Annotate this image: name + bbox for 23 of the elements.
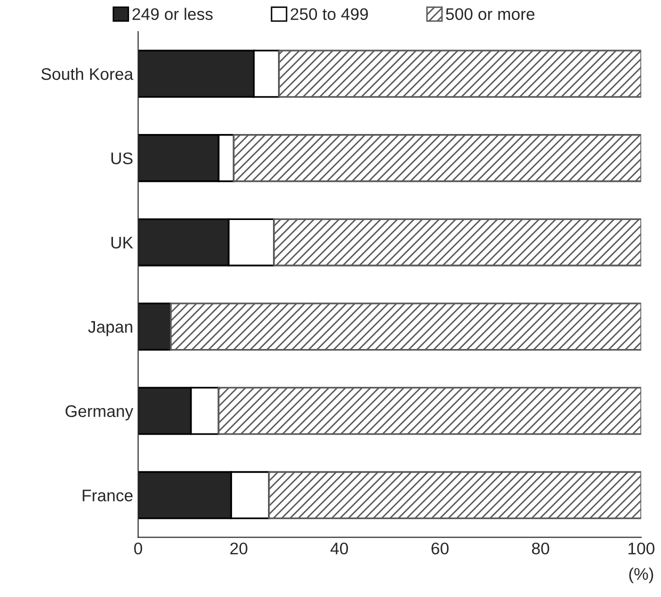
legend-label: 500 or more xyxy=(446,8,534,20)
x-tick-label: 100 xyxy=(628,542,654,554)
bar xyxy=(218,386,642,435)
legend-label: 250 to 499 xyxy=(290,8,368,20)
y-tick-label: US xyxy=(111,152,133,164)
bar xyxy=(278,50,642,98)
y-tick-label: France xyxy=(82,490,133,502)
bar xyxy=(232,134,642,182)
bar xyxy=(268,471,642,520)
x-tick-label: 0 xyxy=(134,542,142,554)
x-tick-label: 80 xyxy=(532,542,550,554)
bar xyxy=(138,302,172,351)
x-tick-label: 60 xyxy=(432,542,449,554)
y-tick-label: South Korea xyxy=(41,68,134,80)
legend-label: 249 or less xyxy=(132,8,213,20)
bar xyxy=(170,302,642,351)
y-tick-label: Japan xyxy=(88,321,132,336)
x-tick-label: 40 xyxy=(330,542,348,554)
y-tick-label: Germany xyxy=(66,405,134,420)
y-tick-label: UK xyxy=(111,236,134,249)
bar xyxy=(273,218,642,266)
x-axis-title: (%) xyxy=(629,568,654,584)
x-tick-label: 20 xyxy=(230,542,248,554)
